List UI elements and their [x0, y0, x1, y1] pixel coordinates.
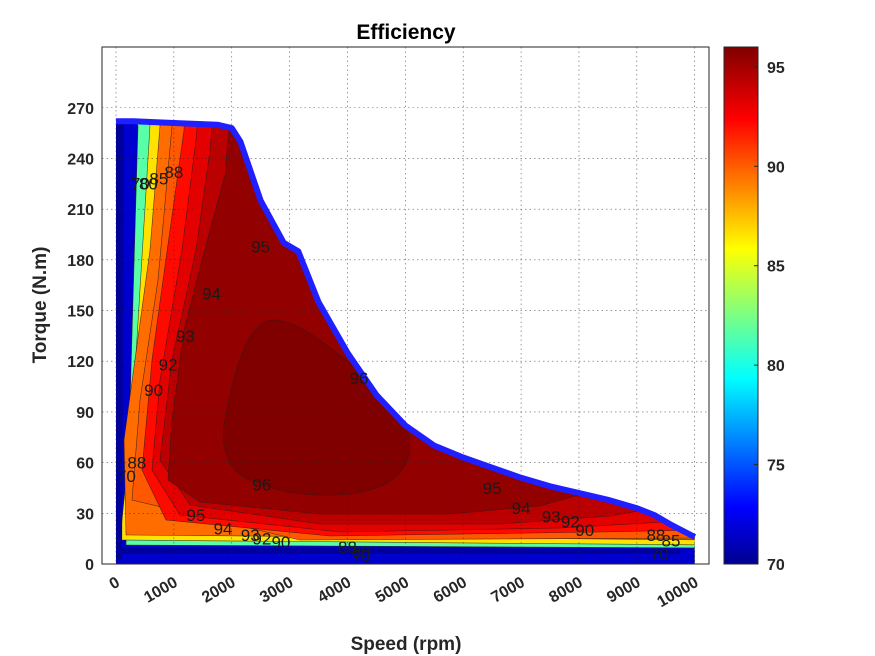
colorbar-tick-label: 90	[767, 159, 785, 176]
plot-frame	[101, 46, 710, 565]
chart-title: Efficiency	[356, 21, 456, 44]
contour-label: 70	[131, 175, 150, 194]
colorbar-tick-label: 70	[767, 557, 785, 574]
x-tick-label: 2000	[199, 574, 238, 607]
colorbar	[723, 46, 759, 565]
x-tick-label: 5000	[373, 574, 412, 607]
contour-label: 90	[144, 381, 163, 400]
y-tick-labels: 0 30 60 90 120 150 180 210 240 270	[67, 101, 94, 574]
y-tick-label: 180	[67, 253, 94, 270]
contour-label: 90	[575, 521, 594, 540]
contour-label: 90	[271, 533, 290, 552]
contour-label: 94	[512, 499, 531, 518]
x-tick-label: 9000	[604, 574, 643, 607]
x-tick-label: 10000	[654, 574, 701, 611]
contour-label: 96	[350, 369, 369, 388]
contour-label: 88	[646, 526, 665, 545]
contour-label: 93	[176, 327, 195, 346]
contour-label: 80	[352, 543, 371, 562]
x-tick-label: 8000	[546, 574, 585, 607]
max-torque-envelope	[116, 118, 697, 540]
x-tick-label: 1000	[141, 574, 180, 607]
x-axis-title: Speed (rpm)	[351, 634, 462, 655]
contour-label: 96	[252, 476, 271, 495]
y-tick-label: 30	[76, 506, 94, 523]
colorbar-tick-labels: 70 75 80 85 90 95	[754, 60, 785, 574]
x-tick-label: 6000	[431, 574, 470, 607]
contour-label: 70	[352, 547, 371, 566]
low-torque-edge-band	[116, 548, 680, 554]
contour-label: 92	[159, 356, 178, 375]
y-tick-label: 60	[76, 456, 94, 473]
contour-label: 85	[662, 531, 681, 550]
contour-label: 92	[252, 530, 271, 549]
contour-label: 94	[214, 519, 233, 538]
contour-label: 93	[241, 526, 260, 545]
y-tick-label: 120	[67, 354, 94, 371]
contour-label: 70	[650, 545, 669, 564]
x-tick-label: 3000	[257, 574, 296, 607]
colorbar-tick-label: 85	[767, 259, 785, 276]
y-tick-label: 0	[85, 557, 94, 574]
x-tick-label: 7000	[489, 574, 528, 607]
x-tick-labels: 0 1000 2000 3000 4000 5000 6000 7000 8000 9000 100…	[107, 574, 702, 611]
y-tick-label: 150	[67, 304, 94, 321]
contour-label: 88	[338, 538, 357, 557]
contour-label: 88	[127, 454, 146, 473]
x-tick-label: 0	[107, 574, 123, 593]
colorbar-tick-label: 95	[767, 60, 785, 77]
contour-label: 85	[149, 170, 168, 189]
contour-label: 92	[561, 513, 580, 532]
contour-label: 93	[542, 508, 561, 527]
y-tick-label: 90	[76, 405, 94, 422]
colorbar-tick-label: 75	[767, 458, 785, 475]
x-tick-label: 4000	[315, 574, 354, 607]
colorbar-tick-label: 80	[767, 358, 785, 375]
contour-label: 95	[251, 237, 270, 256]
y-tick-label: 240	[67, 151, 94, 168]
contour-label: 70	[117, 467, 136, 486]
contour-label: 95	[186, 506, 205, 525]
contour-label: 94	[202, 285, 221, 304]
y-tick-label: 210	[67, 202, 94, 219]
y-tick-label: 270	[67, 101, 94, 118]
contour-label: 80	[139, 175, 158, 194]
contour-label: 95	[483, 479, 502, 498]
low-speed-edge-band	[116, 121, 124, 560]
y-axis-title: Torque (N.m)	[30, 247, 51, 364]
contour-label: 88	[164, 163, 183, 182]
